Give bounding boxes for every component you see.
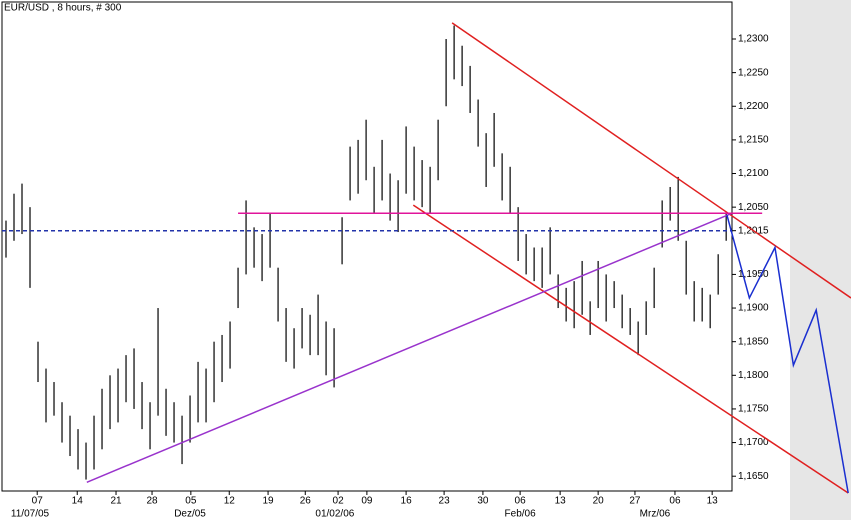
x-tick-label: 26 [300, 496, 312, 507]
x-tick-label: 20 [593, 496, 605, 507]
x-tick-label: 06 [669, 496, 681, 507]
x-tick-label: 23 [439, 496, 451, 507]
x-date-label: Dez/05 [174, 509, 206, 520]
x-tick-label: 13 [555, 496, 567, 507]
y-tick-label: 1,1900 [738, 303, 769, 314]
x-tick-label: 19 [263, 496, 275, 507]
x-tick-label: 09 [361, 496, 373, 507]
x-tick-label: 07 [32, 496, 44, 507]
y-tick-label: 1,1650 [738, 471, 769, 482]
y-tick-label: 1,2200 [738, 101, 769, 112]
y-tick-label: 1,2150 [738, 135, 769, 146]
trend-line [86, 212, 733, 483]
x-tick-label: 05 [185, 496, 197, 507]
y-tick-label: 1,2250 [738, 67, 769, 78]
x-tick-label: 02 [333, 496, 345, 507]
x-tick-label: 14 [72, 496, 84, 507]
trend-line [451, 22, 851, 299]
y-tick-label: 1,1850 [738, 336, 769, 347]
x-tick-label: 21 [110, 496, 122, 507]
trend-line [726, 215, 849, 494]
x-tick-label: 28 [146, 496, 158, 507]
trend-line [412, 204, 849, 494]
y-tick-label: 1,2300 [738, 34, 769, 45]
y-tick-label: 1,1950 [738, 269, 769, 280]
x-tick-label: 30 [477, 496, 489, 507]
side-panel [790, 0, 851, 520]
y-tick-label: 1,2100 [738, 168, 769, 179]
chart-title: EUR/USD , 8 hours, # 300 [4, 3, 122, 14]
x-tick-label: 13 [707, 496, 719, 507]
y-tick-label: 1,2050 [738, 202, 769, 213]
x-date-label: 11/07/05 [11, 509, 50, 520]
x-tick-label: 12 [224, 496, 236, 507]
x-tick-label: 06 [515, 496, 527, 507]
x-date-label: Mrz/06 [640, 509, 671, 520]
y-tick-label: 1,1800 [738, 370, 769, 381]
y-tick-label: 1,1750 [738, 404, 769, 415]
x-tick-label: 16 [401, 496, 413, 507]
y-tick-label: 1,1700 [738, 437, 769, 448]
x-tick-label: 27 [629, 496, 641, 507]
x-date-label: Feb/06 [505, 509, 537, 520]
x-date-label: 01/02/06 [315, 509, 354, 520]
